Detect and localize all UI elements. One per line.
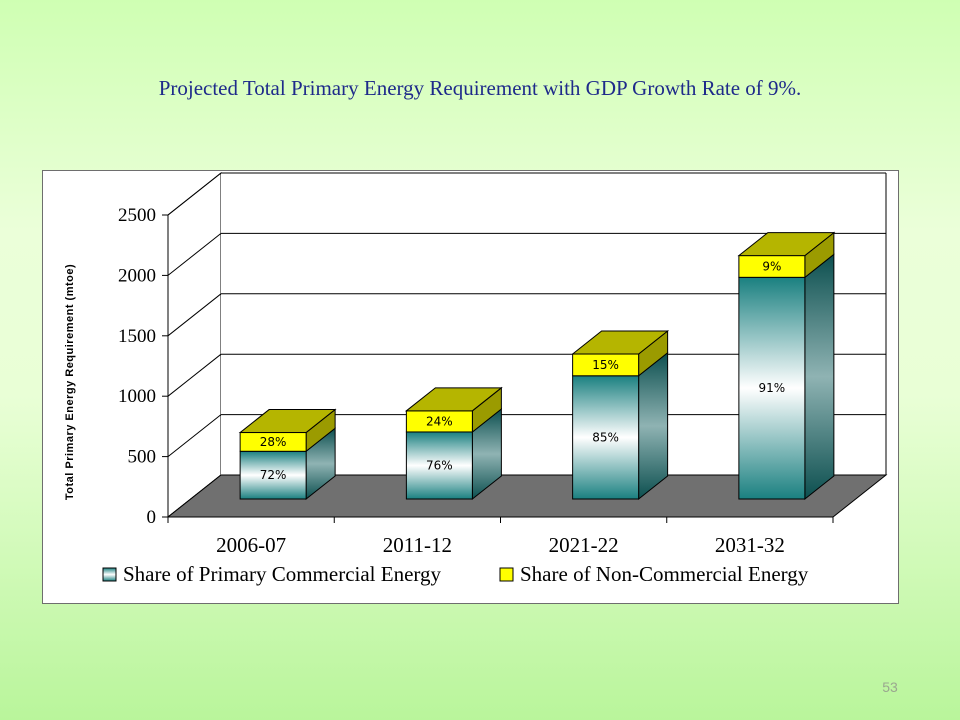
y-tick-label: 2500 [118, 205, 156, 226]
legend-commercial-swatch [102, 567, 117, 582]
gridline-side [167, 172, 222, 216]
bar-commercial [239, 450, 307, 500]
bar-top [404, 387, 503, 412]
y-tick-label: 1500 [118, 326, 156, 347]
bar-top [238, 409, 337, 434]
gridline-side [167, 233, 222, 276]
data-label-noncommercial: 28% [260, 435, 287, 449]
bar-commercial [572, 375, 640, 500]
bar-commercial [738, 276, 806, 500]
data-label-noncommercial: 24% [426, 414, 453, 428]
data-label-commercial: 72% [260, 468, 287, 482]
bar-top [571, 330, 670, 355]
gridline-side [167, 353, 222, 397]
energy-bar-chart: 0 500 1000 1500 2000 2500 2006-07 2011-12 2021-2… [64, 171, 888, 586]
data-label-noncommercial: 9% [762, 259, 781, 273]
y-tick-label: 2000 [118, 265, 156, 286]
data-label-commercial: 76% [426, 458, 453, 472]
y-tick-label: 0 [147, 507, 157, 528]
legend-noncommercial-swatch [499, 567, 514, 582]
data-label-commercial: 85% [592, 430, 619, 444]
x-tick-label: 2011-12 [383, 533, 452, 557]
y-tick-label: 500 [128, 447, 157, 468]
left-wall [167, 171, 222, 519]
y-tick-label: 1000 [118, 386, 156, 407]
data-label-commercial: 91% [759, 381, 786, 395]
gridline-side [167, 414, 222, 457]
legend-noncommercial-label: Share of Non-Commercial Energy [520, 562, 809, 586]
legend-commercial-label: Share of Primary Commercial Energy [123, 562, 442, 586]
x-tick-label: 2021-22 [549, 533, 619, 557]
x-tick-label: 2006-07 [216, 533, 286, 557]
gridline-side [167, 293, 222, 337]
slide-title: Projected Total Primary Energy Requireme… [158, 76, 802, 100]
bar-side-commercial [804, 253, 835, 501]
page-number: 53 [882, 679, 898, 695]
bar-top [737, 232, 836, 257]
bar-commercial [405, 431, 473, 500]
bar-side-commercial [638, 351, 669, 501]
x-tick-label: 2031-32 [715, 533, 785, 557]
y-axis-title: Total Primary Energy Requirement (mtoe) [64, 264, 76, 500]
data-label-noncommercial: 15% [592, 358, 619, 372]
chart-frame: 0 500 1000 1500 2000 2500 2006-07 2011-12 2021-2… [42, 170, 899, 604]
